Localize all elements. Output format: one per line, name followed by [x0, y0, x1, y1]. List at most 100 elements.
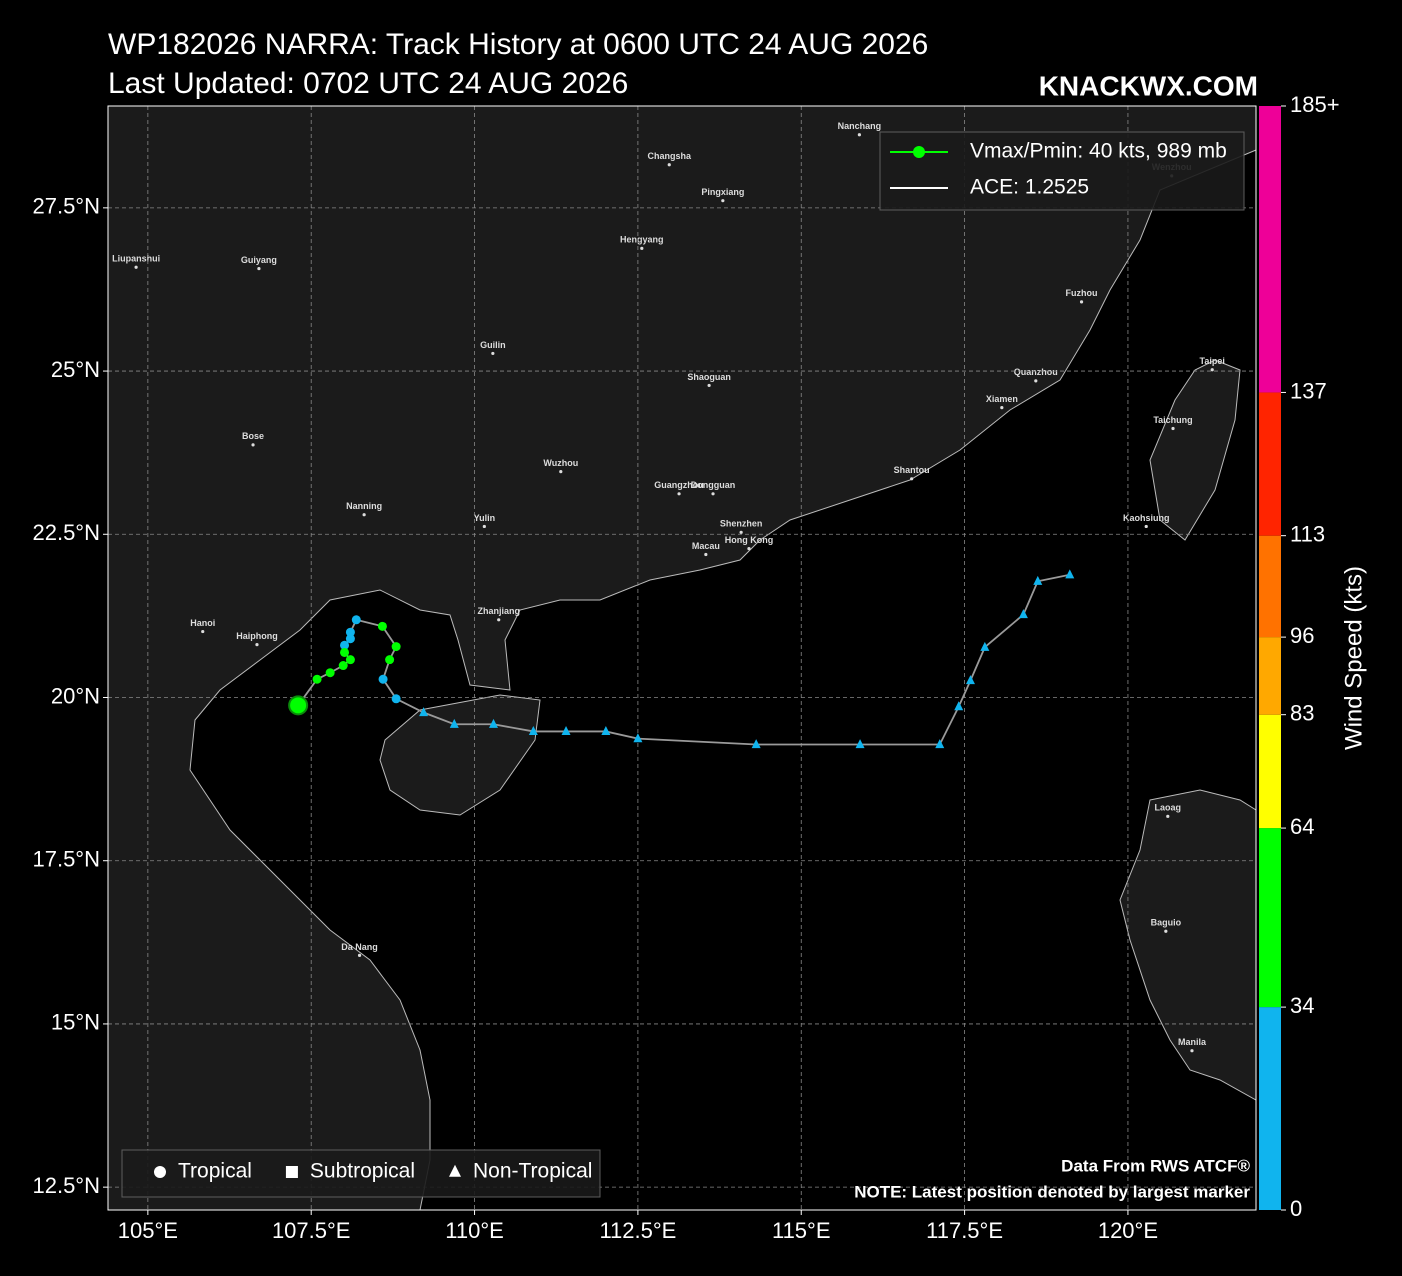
city-label: Pingxiang [701, 187, 744, 197]
marker [377, 621, 387, 631]
city-dot [201, 629, 205, 634]
luzon [1119, 789, 1257, 1101]
city-label: Nanning [346, 501, 382, 511]
city-label: Taipei [1200, 356, 1225, 366]
city-label: Yulin [474, 513, 496, 523]
marker [980, 641, 990, 651]
marker [935, 739, 945, 749]
colorbar-band [1259, 828, 1281, 1008]
marker [419, 707, 429, 717]
y-tick-label: 15°N [51, 1010, 100, 1035]
colorbar-band [1259, 1007, 1281, 1210]
x-tick-label: 117.5°E [926, 1218, 1003, 1243]
city-label: Laoag [1155, 803, 1182, 813]
marker [1033, 575, 1043, 585]
y-tick-label: 12.5°N [32, 1173, 100, 1198]
city-label: Xiamen [986, 394, 1018, 404]
marker [1018, 609, 1028, 619]
marker [488, 718, 498, 728]
city-dot [707, 383, 711, 388]
city-dot [1144, 524, 1148, 529]
city-label: Kaohsiung [1123, 513, 1170, 523]
colorbar-tick-label: 0 [1290, 1196, 1302, 1221]
marker [312, 674, 322, 684]
city-dot [1079, 300, 1084, 304]
city-label: Hong Kong [725, 535, 774, 545]
colorbar-tick-label: 34 [1290, 993, 1314, 1018]
city-dot [640, 246, 644, 250]
city-label: Da Nang [341, 942, 378, 952]
marker [449, 718, 459, 728]
marker [385, 655, 395, 665]
city-dot [704, 552, 708, 557]
city-dot [857, 133, 861, 137]
colorbar-tick-label: 113 [1290, 521, 1325, 546]
legend-box [879, 131, 1245, 211]
city-label: Liupanshui [112, 254, 160, 264]
city-label: Guilin [480, 340, 506, 350]
marker-legend-label: Non-Tropical [473, 1160, 592, 1183]
city-dot [747, 547, 751, 551]
city-dot [1000, 406, 1004, 410]
city-dot [1034, 379, 1038, 383]
city-dot [251, 443, 255, 447]
marker [351, 615, 361, 625]
marker [561, 726, 571, 736]
city-dot [482, 524, 486, 529]
legend-marker [913, 146, 925, 158]
city-label: Shenzhen [720, 519, 763, 529]
colorbar-tick-label: 83 [1290, 701, 1314, 726]
city-dot [910, 477, 914, 481]
city-label: Shaoguan [687, 372, 731, 382]
marker [965, 675, 975, 685]
mainland [107, 105, 1257, 1211]
city-dot [1171, 426, 1175, 431]
colorbar-band [1259, 714, 1281, 829]
city-dot [739, 530, 743, 534]
city-dot [255, 643, 259, 647]
plot: NanchangChangshaPingxiangWenzhouLiupansh… [108, 106, 1256, 1210]
colorbar-band [1259, 535, 1281, 638]
city-label: Hengyang [620, 235, 664, 245]
city-dot [721, 199, 725, 203]
y-tick-label: 17.5°N [32, 847, 100, 872]
y-tick-label: 27.5°N [32, 194, 100, 219]
city-label: Guangzhou [654, 480, 704, 490]
city-label: Zhanjiang [477, 606, 520, 616]
note: NOTE: Latest position denoted by largest… [854, 1182, 1250, 1201]
colorbar-tick-label: 185+ [1290, 92, 1340, 117]
marker-legend-label: Subtropical [310, 1160, 415, 1183]
city-dot [1166, 814, 1170, 818]
colorbar-label: Wind Speed (kts) [1340, 566, 1367, 750]
city-label: Fuzhou [1066, 288, 1098, 298]
y-tick-label: 20°N [51, 683, 100, 708]
city-label: Hanoi [190, 618, 215, 628]
colorbar-band [1259, 106, 1281, 393]
marker [528, 726, 538, 736]
city-dot [357, 953, 362, 957]
x-tick-label: 120°E [1098, 1218, 1158, 1243]
chart-subtitle: Last Updated: 0702 UTC 24 AUG 2026 [108, 67, 628, 100]
colorbar-tick-label: 64 [1290, 814, 1314, 839]
colorbar-band [1259, 637, 1281, 715]
chart-title: WP182026 NARRA: Track History at 0600 UT… [108, 28, 928, 61]
marker-legend-label: Tropical [178, 1160, 252, 1183]
marker [391, 694, 401, 704]
city-label: Nanchang [838, 121, 882, 131]
y-tick-label: 22.5°N [32, 520, 100, 545]
marker [338, 661, 348, 671]
city-dot [1190, 1049, 1194, 1053]
city-label: Haiphong [236, 631, 278, 641]
city-dot [1164, 929, 1168, 933]
city-label: Shantou [894, 465, 930, 475]
legend-marker [448, 1164, 461, 1177]
city-dot [711, 492, 715, 496]
note: Data From RWS ATCF® [1061, 1156, 1250, 1175]
city-label: Dongguan [691, 480, 736, 490]
legend-marker [154, 1166, 166, 1178]
city-label: Manila [1178, 1037, 1207, 1047]
colorbar-tick-label: 96 [1290, 623, 1314, 648]
marker [1065, 569, 1075, 579]
marker [855, 739, 865, 749]
x-tick-label: 107.5°E [272, 1218, 351, 1243]
